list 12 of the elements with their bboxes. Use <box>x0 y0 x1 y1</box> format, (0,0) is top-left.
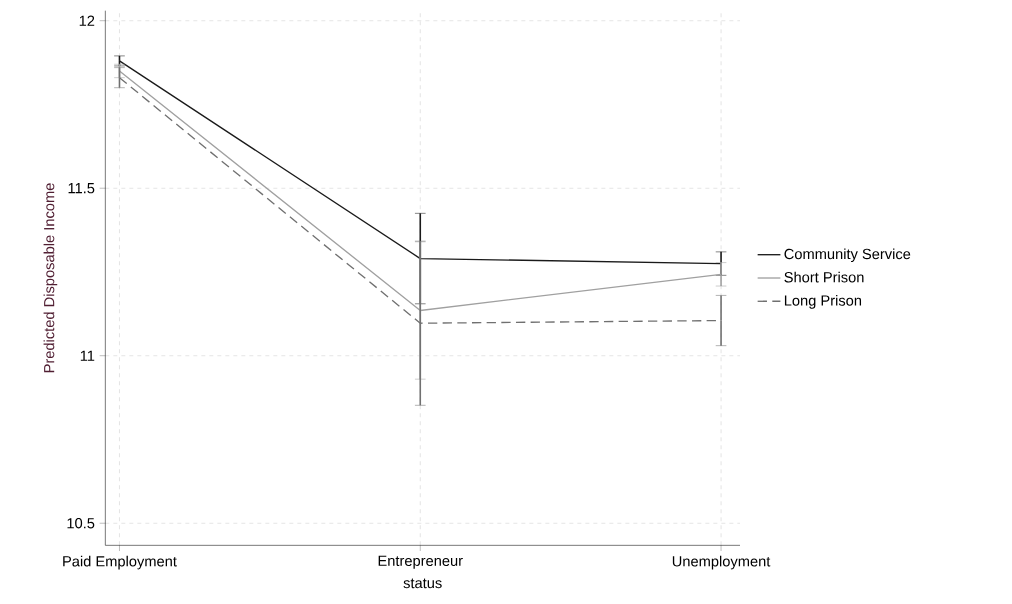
y-tick-label: 11.5 <box>68 183 95 194</box>
legend-label: Short Prison <box>784 271 864 283</box>
y-axis-title: Predicted Disposable Income <box>43 183 58 373</box>
x-tick-label: Paid Employment <box>63 555 177 570</box>
y-tick-label: 12 <box>79 15 95 26</box>
legend-label: Community Service <box>784 248 911 263</box>
y-tick-label: 10.5 <box>67 518 95 529</box>
legend-label: Long Prison <box>784 294 862 309</box>
x-tick-label: Entrepreneur <box>378 555 463 569</box>
x-tick-label: Unemployment <box>672 555 771 570</box>
x-axis-title: status <box>403 578 442 589</box>
y-tick-label: 11 <box>80 350 95 361</box>
